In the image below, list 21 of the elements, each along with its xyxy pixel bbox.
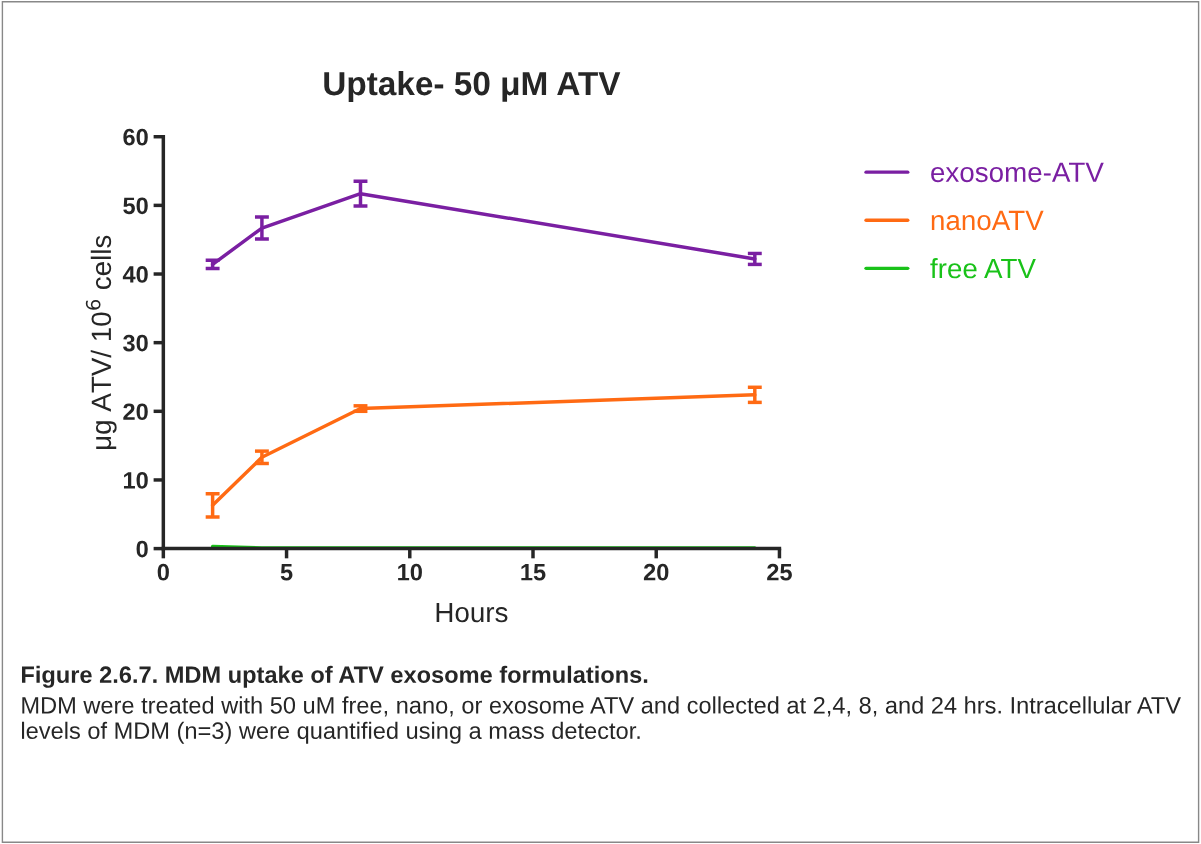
legend-label: nanoATV	[931, 210, 1044, 231]
caption: Figure 2.6.7. MDM uptake of ATV exosome formulations.	[22, 665, 648, 688]
legend-label: exosome-ATV	[931, 162, 1104, 183]
y-tick-label: 10	[123, 472, 148, 489]
text: MDM were treated with 50 uM free, nano, or exosome ATV and collected at 2,4, 8, and 24 hrs. Intracellular ATV levels of MDM (n=3) were quantified using a mass detector.	[22, 696, 1181, 744]
y-tick-label: 40	[122, 266, 148, 283]
y-tick-label: 60	[123, 128, 148, 146]
x-tick-label: 10	[398, 563, 422, 581]
y-tick-label: 30	[123, 334, 148, 352]
x-tick-label: 25	[767, 563, 792, 581]
y-axis-title: μg ATV/ 10$^{6}$ cells	[85, 235, 117, 449]
x-tick-label: 20	[643, 563, 669, 581]
y-tick-label: 50	[123, 197, 148, 215]
x-tick-label: 5	[280, 564, 293, 581]
y-tick-label: 0	[136, 540, 148, 558]
y-tick-label: 20	[123, 403, 148, 421]
chart-title: Uptake- 50 μM ATV	[324, 70, 621, 102]
x-axis-title: Hours	[436, 602, 508, 623]
x-tick-label: 0	[157, 563, 169, 581]
x-tick-label: 15	[521, 564, 546, 581]
legend-label: free ATV	[930, 257, 1036, 279]
